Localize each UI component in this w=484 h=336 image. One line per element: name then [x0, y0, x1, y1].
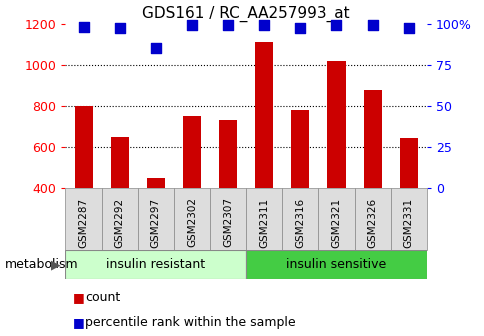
Bar [363, 90, 381, 270]
Text: GSM2287: GSM2287 [78, 198, 89, 248]
Bar [219, 120, 237, 270]
Title: GDS161 / RC_AA257993_at: GDS161 / RC_AA257993_at [142, 6, 349, 22]
Bar [291, 110, 309, 270]
FancyBboxPatch shape [173, 188, 210, 250]
Text: GSM2316: GSM2316 [295, 198, 305, 248]
Bar [327, 60, 345, 270]
Text: GSM2321: GSM2321 [331, 198, 341, 248]
FancyBboxPatch shape [137, 188, 173, 250]
Text: GSM2326: GSM2326 [367, 198, 377, 248]
FancyBboxPatch shape [354, 188, 390, 250]
FancyBboxPatch shape [318, 188, 354, 250]
Point [260, 23, 268, 28]
Text: GSM2331: GSM2331 [403, 198, 413, 248]
Text: ▶: ▶ [51, 258, 60, 271]
Text: insulin resistant: insulin resistant [106, 258, 205, 271]
Text: ■: ■ [73, 316, 84, 329]
Point [332, 23, 340, 28]
FancyBboxPatch shape [65, 188, 102, 250]
Point [224, 23, 231, 28]
Bar [110, 137, 128, 270]
Point [79, 24, 87, 30]
Text: percentile rank within the sample: percentile rank within the sample [85, 316, 295, 329]
FancyBboxPatch shape [210, 188, 245, 250]
Text: GSM2307: GSM2307 [223, 198, 233, 248]
FancyBboxPatch shape [282, 188, 318, 250]
FancyBboxPatch shape [65, 250, 245, 279]
Point [116, 26, 123, 31]
FancyBboxPatch shape [245, 188, 282, 250]
Bar [147, 178, 165, 270]
Text: GSM2302: GSM2302 [186, 198, 197, 248]
Point [404, 26, 412, 31]
FancyBboxPatch shape [390, 188, 426, 250]
Text: ■: ■ [73, 291, 84, 304]
Point [151, 46, 159, 51]
Point [188, 23, 196, 28]
Text: insulin sensitive: insulin sensitive [286, 258, 386, 271]
Text: GSM2297: GSM2297 [151, 198, 161, 248]
FancyBboxPatch shape [245, 250, 426, 279]
Point [296, 26, 303, 31]
Bar [182, 116, 200, 270]
FancyBboxPatch shape [102, 188, 137, 250]
Text: GSM2292: GSM2292 [114, 198, 124, 248]
Bar [399, 138, 417, 270]
Text: count: count [85, 291, 120, 304]
Bar [255, 42, 272, 270]
Bar [75, 106, 92, 270]
Text: metabolism: metabolism [5, 258, 78, 271]
Point [368, 23, 376, 28]
Text: GSM2311: GSM2311 [258, 198, 269, 248]
